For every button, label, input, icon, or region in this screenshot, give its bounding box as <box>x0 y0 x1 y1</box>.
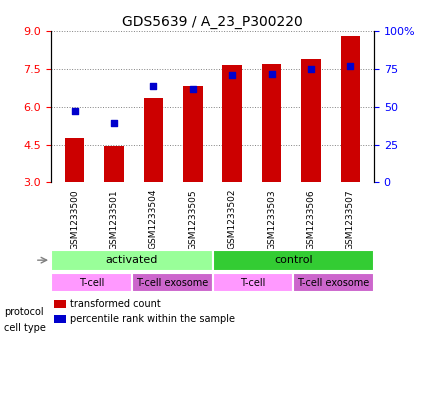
Point <box>150 83 157 89</box>
Text: T-cell exosome: T-cell exosome <box>136 277 208 288</box>
Point <box>190 86 196 92</box>
Bar <box>144 98 163 182</box>
FancyBboxPatch shape <box>293 273 374 292</box>
Text: GSM1233502: GSM1233502 <box>228 189 237 250</box>
Text: T-cell: T-cell <box>79 277 104 288</box>
Point <box>308 66 314 72</box>
Point <box>110 120 117 127</box>
FancyBboxPatch shape <box>132 273 212 292</box>
Text: GSM1233501: GSM1233501 <box>110 189 119 250</box>
Text: percentile rank within the sample: percentile rank within the sample <box>71 314 235 324</box>
Text: GSM1233503: GSM1233503 <box>267 189 276 250</box>
FancyBboxPatch shape <box>51 273 132 292</box>
Text: control: control <box>274 255 312 265</box>
Text: GSM1233505: GSM1233505 <box>188 189 197 250</box>
Bar <box>262 64 281 182</box>
Text: protocol: protocol <box>4 307 44 318</box>
Bar <box>183 86 203 182</box>
Point <box>347 63 354 69</box>
Point <box>268 71 275 77</box>
FancyBboxPatch shape <box>212 250 374 271</box>
Text: T-cell: T-cell <box>240 277 266 288</box>
Bar <box>54 300 65 308</box>
Text: GSM1233500: GSM1233500 <box>70 189 79 250</box>
Bar <box>222 65 242 182</box>
Bar <box>54 315 65 323</box>
FancyBboxPatch shape <box>51 250 212 271</box>
Text: GSM1233504: GSM1233504 <box>149 189 158 250</box>
Text: cell type: cell type <box>4 323 46 333</box>
Point <box>71 108 78 115</box>
Text: T-cell exosome: T-cell exosome <box>298 277 370 288</box>
Bar <box>104 146 124 182</box>
Text: transformed count: transformed count <box>71 299 161 309</box>
Bar <box>65 138 85 182</box>
Bar <box>340 37 360 182</box>
Text: activated: activated <box>105 255 158 265</box>
Point <box>229 72 235 78</box>
Bar <box>301 59 321 182</box>
FancyBboxPatch shape <box>212 273 293 292</box>
Title: GDS5639 / A_23_P300220: GDS5639 / A_23_P300220 <box>122 15 303 29</box>
Text: GSM1233507: GSM1233507 <box>346 189 355 250</box>
Text: GSM1233506: GSM1233506 <box>306 189 315 250</box>
